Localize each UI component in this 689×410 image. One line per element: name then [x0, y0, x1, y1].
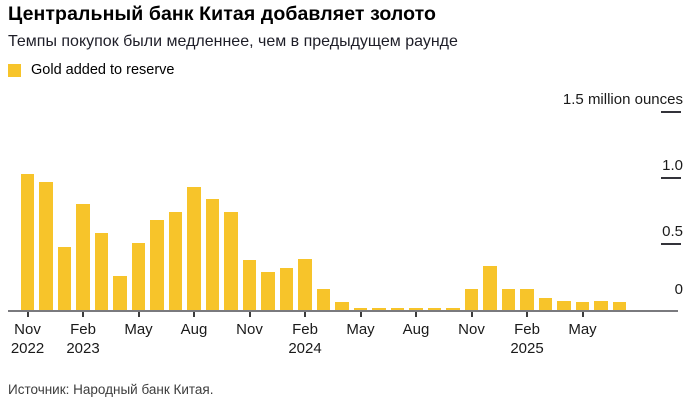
- x-axis-label: Feb 2024: [288, 321, 322, 357]
- x-axis-tick-may: [137, 311, 140, 317]
- bar-2023-11: [242, 259, 257, 310]
- bar-2025-03: [538, 298, 553, 310]
- y-axis-label-1.5: 1.5 million ounces: [562, 91, 683, 108]
- bar-2023-09: [205, 199, 220, 310]
- bar-2024-02: [298, 258, 312, 310]
- bar-2023-01: [57, 246, 72, 310]
- y-axis-label-0.5: 0.5: [662, 223, 683, 240]
- y-axis-tick-1.5: [661, 111, 681, 113]
- x-axis-tick-nov: [248, 311, 251, 317]
- bar-2025-05: [575, 302, 590, 310]
- legend: Gold added to reserve: [8, 62, 174, 78]
- x-axis-label: May: [124, 321, 153, 338]
- bar-2024-11: [464, 288, 479, 310]
- x-axis-label: Feb 2025: [510, 321, 544, 357]
- bar-2024-04: [335, 302, 349, 310]
- x-axis-label: Nov: [236, 321, 263, 338]
- bar-2023-02: [76, 204, 90, 310]
- y-axis-label-0: 0: [674, 281, 683, 298]
- x-axis-tick-may: [581, 311, 584, 317]
- bar-2022-12: [39, 181, 53, 310]
- y-axis-label-1: 1.0: [662, 157, 683, 174]
- x-axis-tick-aug: [415, 311, 417, 317]
- chart-subtitle: Темпы покупок были медленнее, чем в пред…: [8, 33, 458, 50]
- legend-label: Gold added to reserve: [31, 62, 175, 78]
- x-axis-label: Aug: [402, 321, 430, 338]
- x-axis-tick-feb2025: [526, 311, 528, 317]
- bar-2024-06: [372, 308, 386, 310]
- bar-2024-08: [409, 308, 423, 310]
- bar-2023-03: [94, 233, 109, 310]
- chart-title: Центральный банк Китая добавляет золото: [8, 3, 437, 25]
- x-axis-tick-nov: [470, 311, 473, 317]
- bar-2023-10: [224, 212, 238, 310]
- x-axis-tick-aug: [193, 311, 195, 317]
- y-axis-tick-1: [661, 177, 681, 179]
- x-axis-label: May: [346, 321, 375, 338]
- bar-2022-11: [20, 174, 35, 310]
- x-axis-label: Nov 2022: [10, 321, 45, 357]
- bar-2025-07: [612, 302, 627, 310]
- bar-2024-09: [427, 308, 442, 310]
- bar-2024-03: [316, 288, 331, 310]
- bar-2025-06: [594, 300, 608, 310]
- plot-area: Nov 2022 Feb 2023 May Aug Nov Feb 2024 May Aug Nov F…: [0, 85, 689, 370]
- y-axis-tick-0.5: [661, 243, 681, 245]
- bar-2023-04: [113, 275, 127, 310]
- bar-2023-07: [168, 212, 183, 310]
- bar-2025-04: [557, 300, 571, 310]
- bar-2023-12: [261, 271, 275, 310]
- bar-2024-01: [279, 267, 294, 310]
- bar-2025-02: [520, 288, 534, 310]
- bar-2023-08: [187, 187, 201, 310]
- bar-2024-05: [353, 308, 368, 310]
- bar-2023-05: [131, 242, 146, 310]
- x-axis-tick-feb2023: [82, 311, 84, 317]
- x-axis-label: Feb 2023: [66, 321, 100, 357]
- x-axis-label: May: [568, 321, 597, 338]
- x-axis-line: [8, 310, 678, 312]
- source-note: Источник: Народный банк Китая.: [8, 382, 214, 397]
- legend-swatch-icon: [8, 63, 21, 77]
- bar-2024-12: [483, 266, 497, 310]
- bar-2024-07: [390, 308, 405, 310]
- bar-2023-06: [150, 220, 164, 310]
- x-axis-tick-nov2022: [26, 311, 29, 317]
- bar-2025-01: [501, 288, 516, 310]
- x-axis-tick-feb2024: [304, 311, 306, 317]
- x-axis-tick-may: [359, 311, 362, 317]
- x-axis-label: Nov: [458, 321, 485, 338]
- x-axis-label: Aug: [180, 321, 208, 338]
- bar-2024-10: [446, 308, 460, 310]
